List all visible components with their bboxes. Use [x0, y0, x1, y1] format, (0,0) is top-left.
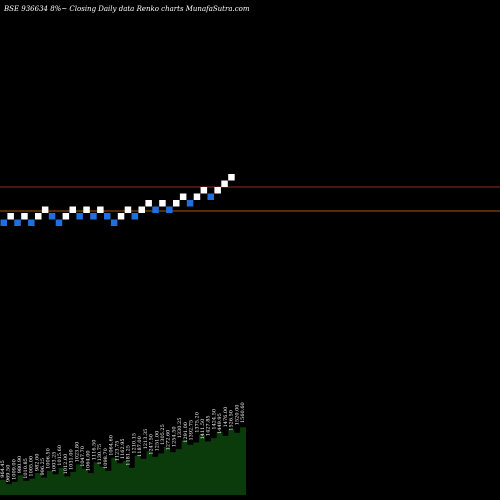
renko-brick-down	[48, 213, 56, 220]
volume-price-label: 1181.25	[126, 445, 132, 466]
renko-brick-up	[228, 174, 235, 181]
renko-brick-up	[173, 200, 180, 207]
renko-brick-down	[131, 213, 139, 220]
renko-brick-down	[110, 219, 118, 226]
renko-brick-down	[14, 219, 21, 226]
renko-brick-down	[152, 206, 159, 213]
renko-brick-up	[35, 213, 42, 220]
volume-price-label: 1031.00	[69, 449, 75, 470]
renko-brick-up	[97, 206, 104, 213]
volume-price-label: 1003.25	[51, 452, 57, 473]
volume-price-label: 1047.70	[80, 446, 86, 467]
renko-brick-down	[186, 200, 194, 207]
renko-brick-down	[104, 213, 111, 220]
volume-histogram	[0, 425, 246, 495]
volume-price-label: 1526.50	[229, 410, 235, 431]
renko-brick-down	[76, 213, 83, 220]
renko-brick-up	[83, 206, 90, 213]
renko-brick-up	[41, 206, 49, 213]
volume-price-label: 980.90	[17, 456, 23, 474]
volume-price-label: 1098.70	[103, 448, 109, 469]
renko-brick-up	[159, 200, 166, 207]
volume-price-label: 1005.00	[29, 456, 35, 477]
chart-title: BSE 936634 8%~ Closing Daily data Renko …	[3, 5, 250, 13]
renko-brick-down	[90, 213, 97, 220]
volume-price-label: 1130.75	[97, 444, 103, 465]
volume-price-label: 1064.60	[109, 435, 115, 456]
renko-brick-up	[145, 200, 152, 207]
renko-brick-up	[179, 193, 187, 200]
volume-price-label: 1560.60	[240, 402, 246, 423]
volume-price-label: 996.25	[40, 458, 46, 476]
renko-brick-up	[21, 213, 28, 220]
volume-price-label: 1254.50	[171, 426, 177, 447]
renko-brick-up	[124, 206, 132, 213]
renko-brick-down	[166, 206, 173, 213]
renko-brick-down	[55, 219, 63, 226]
volume-price-label: 1116.50	[91, 440, 97, 461]
renko-brick-down	[0, 219, 7, 226]
volume-price-label: 1411.50	[200, 419, 206, 440]
volume-price-label: 1210.15	[131, 433, 137, 454]
volume-price-label: 1009.00	[11, 459, 17, 480]
volume-price-label: 1449.95	[217, 413, 223, 434]
volume-price-label: 964.45	[0, 460, 6, 478]
volume-price-label: 1520.00	[234, 405, 240, 426]
renko-brick-up	[193, 193, 201, 200]
renko-brick-up	[200, 187, 208, 194]
volume-price-label: 1213.35	[143, 429, 149, 450]
renko-brick-up	[138, 206, 145, 213]
volume-price-label: 1305.25	[160, 424, 166, 445]
volume-price-label: 1023.80	[74, 442, 80, 463]
volume-price-label: 1012.00	[63, 454, 69, 475]
volume-price-label: 1272.60	[166, 430, 172, 451]
renko-brick-down	[207, 193, 214, 200]
renko-brick-up	[117, 213, 125, 220]
volume-price-label: 982.00	[34, 454, 40, 472]
volume-price-label: 1392.75	[189, 420, 195, 441]
volume-price-label: 1015.60	[57, 445, 63, 466]
volume-price-label: 1162.95	[120, 438, 126, 459]
renko-bricks	[0, 174, 235, 226]
renko-brick-up	[214, 187, 221, 194]
volume-price-label: 1330.25	[177, 418, 183, 439]
volume-price-label: 1006.50	[46, 448, 52, 469]
volume-price-label: 1375.20	[194, 412, 200, 433]
volume-price-label: 1251.00	[154, 431, 160, 452]
renko-brick-up	[62, 213, 70, 220]
volume-price-label: 1424.50	[211, 409, 217, 430]
volume-price-label: 969.50	[6, 465, 12, 483]
volume-price-label: 1476.00	[223, 407, 229, 428]
volume-area	[0, 425, 246, 495]
volume-labels: 964.45 969.50 1009.00 980.90 1010.85 1005.00 9…	[0, 402, 246, 482]
volume-price-label: 1247.50	[149, 434, 155, 455]
volume-price-label: 1427.85	[206, 415, 212, 436]
volume-price-label: 1291.00	[183, 422, 189, 443]
renko-brick-up	[69, 206, 76, 213]
volume-price-label: 1187.00	[137, 436, 143, 457]
volume-price-label: 1064.00	[86, 450, 92, 471]
renko-brick-up	[7, 213, 14, 220]
volume-price-label: 1010.85	[23, 458, 29, 479]
renko-brick-down	[28, 219, 35, 226]
volume-price-label: 1123.75	[114, 441, 120, 462]
renko-brick-up	[221, 180, 228, 187]
